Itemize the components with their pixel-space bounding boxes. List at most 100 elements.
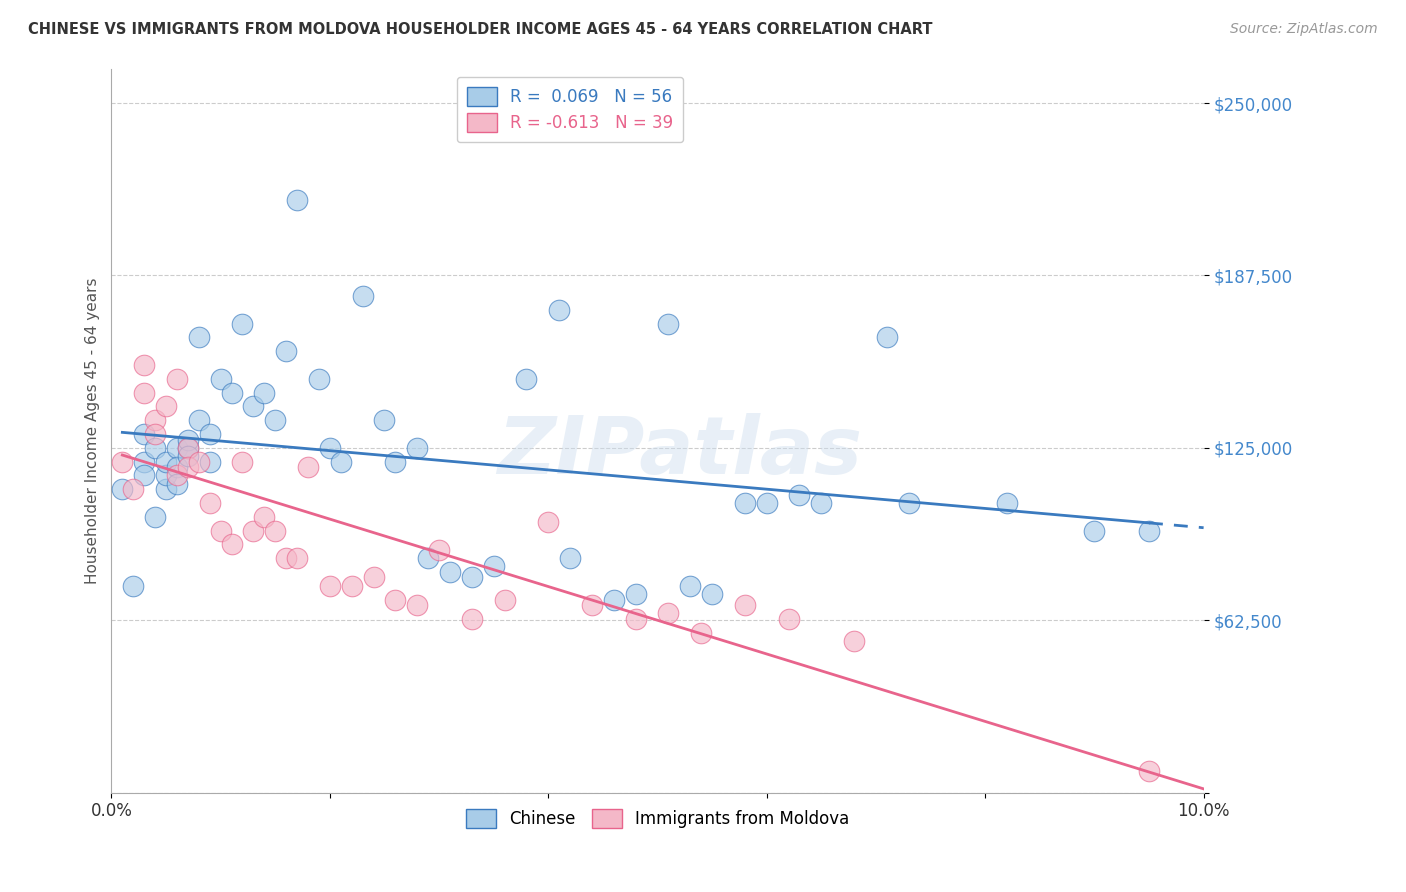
Point — [789, 488, 811, 502]
Point — [111, 482, 134, 496]
Point — [700, 587, 723, 601]
Point — [319, 579, 342, 593]
Legend: Chinese, Immigrants from Moldova: Chinese, Immigrants from Moldova — [458, 803, 856, 835]
Point — [122, 482, 145, 496]
Point — [308, 372, 330, 386]
Point — [560, 551, 582, 566]
Text: CHINESE VS IMMIGRANTS FROM MOLDOVA HOUSEHOLDER INCOME AGES 45 - 64 YEARS CORRELA: CHINESE VS IMMIGRANTS FROM MOLDOVA HOUSE… — [28, 22, 932, 37]
Point — [624, 587, 647, 601]
Point — [134, 427, 156, 442]
Point — [231, 317, 253, 331]
Point — [253, 385, 276, 400]
Point — [515, 372, 537, 386]
Point — [482, 559, 505, 574]
Point — [285, 193, 308, 207]
Point — [177, 433, 200, 447]
Point — [1137, 524, 1160, 538]
Text: ZIPatlas: ZIPatlas — [496, 413, 862, 491]
Point — [155, 482, 177, 496]
Point — [143, 413, 166, 427]
Point — [166, 476, 188, 491]
Point — [461, 570, 484, 584]
Point — [242, 400, 264, 414]
Point — [143, 509, 166, 524]
Point — [406, 441, 429, 455]
Point — [276, 551, 298, 566]
Point — [209, 372, 232, 386]
Point — [897, 496, 920, 510]
Point — [198, 455, 221, 469]
Point — [134, 358, 156, 372]
Point — [734, 496, 756, 510]
Point — [198, 427, 221, 442]
Point — [122, 579, 145, 593]
Point — [297, 460, 319, 475]
Point — [221, 537, 243, 551]
Point — [624, 612, 647, 626]
Point — [177, 449, 200, 463]
Point — [276, 344, 298, 359]
Point — [166, 441, 188, 455]
Point — [461, 612, 484, 626]
Point — [155, 455, 177, 469]
Point — [603, 592, 626, 607]
Point — [494, 592, 516, 607]
Point — [264, 524, 287, 538]
Point — [755, 496, 778, 510]
Point — [778, 612, 800, 626]
Point — [264, 413, 287, 427]
Point — [352, 289, 374, 303]
Point — [253, 509, 276, 524]
Point — [329, 455, 352, 469]
Point — [995, 496, 1018, 510]
Point — [198, 496, 221, 510]
Point — [581, 598, 603, 612]
Point — [537, 516, 560, 530]
Y-axis label: Householder Income Ages 45 - 64 years: Householder Income Ages 45 - 64 years — [86, 277, 100, 584]
Point — [657, 607, 679, 621]
Point — [876, 330, 898, 344]
Point — [242, 524, 264, 538]
Point — [373, 413, 395, 427]
Point — [231, 455, 253, 469]
Point — [810, 496, 832, 510]
Point — [548, 302, 571, 317]
Point — [187, 455, 209, 469]
Point — [134, 385, 156, 400]
Point — [340, 579, 363, 593]
Point — [842, 634, 865, 648]
Point — [111, 455, 134, 469]
Point — [166, 372, 188, 386]
Point — [143, 441, 166, 455]
Point — [155, 400, 177, 414]
Point — [166, 460, 188, 475]
Point — [221, 385, 243, 400]
Point — [187, 413, 209, 427]
Point — [285, 551, 308, 566]
Point — [363, 570, 385, 584]
Point — [427, 542, 450, 557]
Point — [166, 468, 188, 483]
Point — [209, 524, 232, 538]
Text: Source: ZipAtlas.com: Source: ZipAtlas.com — [1230, 22, 1378, 37]
Point — [439, 565, 461, 579]
Point — [177, 441, 200, 455]
Point — [187, 330, 209, 344]
Point — [384, 455, 406, 469]
Point — [177, 441, 200, 455]
Point — [690, 625, 713, 640]
Point — [418, 551, 440, 566]
Point — [134, 468, 156, 483]
Point — [657, 317, 679, 331]
Point — [734, 598, 756, 612]
Point — [319, 441, 342, 455]
Point — [384, 592, 406, 607]
Point — [406, 598, 429, 612]
Point — [155, 468, 177, 483]
Point — [1137, 764, 1160, 778]
Point — [143, 427, 166, 442]
Point — [177, 460, 200, 475]
Point — [679, 579, 702, 593]
Point — [134, 455, 156, 469]
Point — [1083, 524, 1105, 538]
